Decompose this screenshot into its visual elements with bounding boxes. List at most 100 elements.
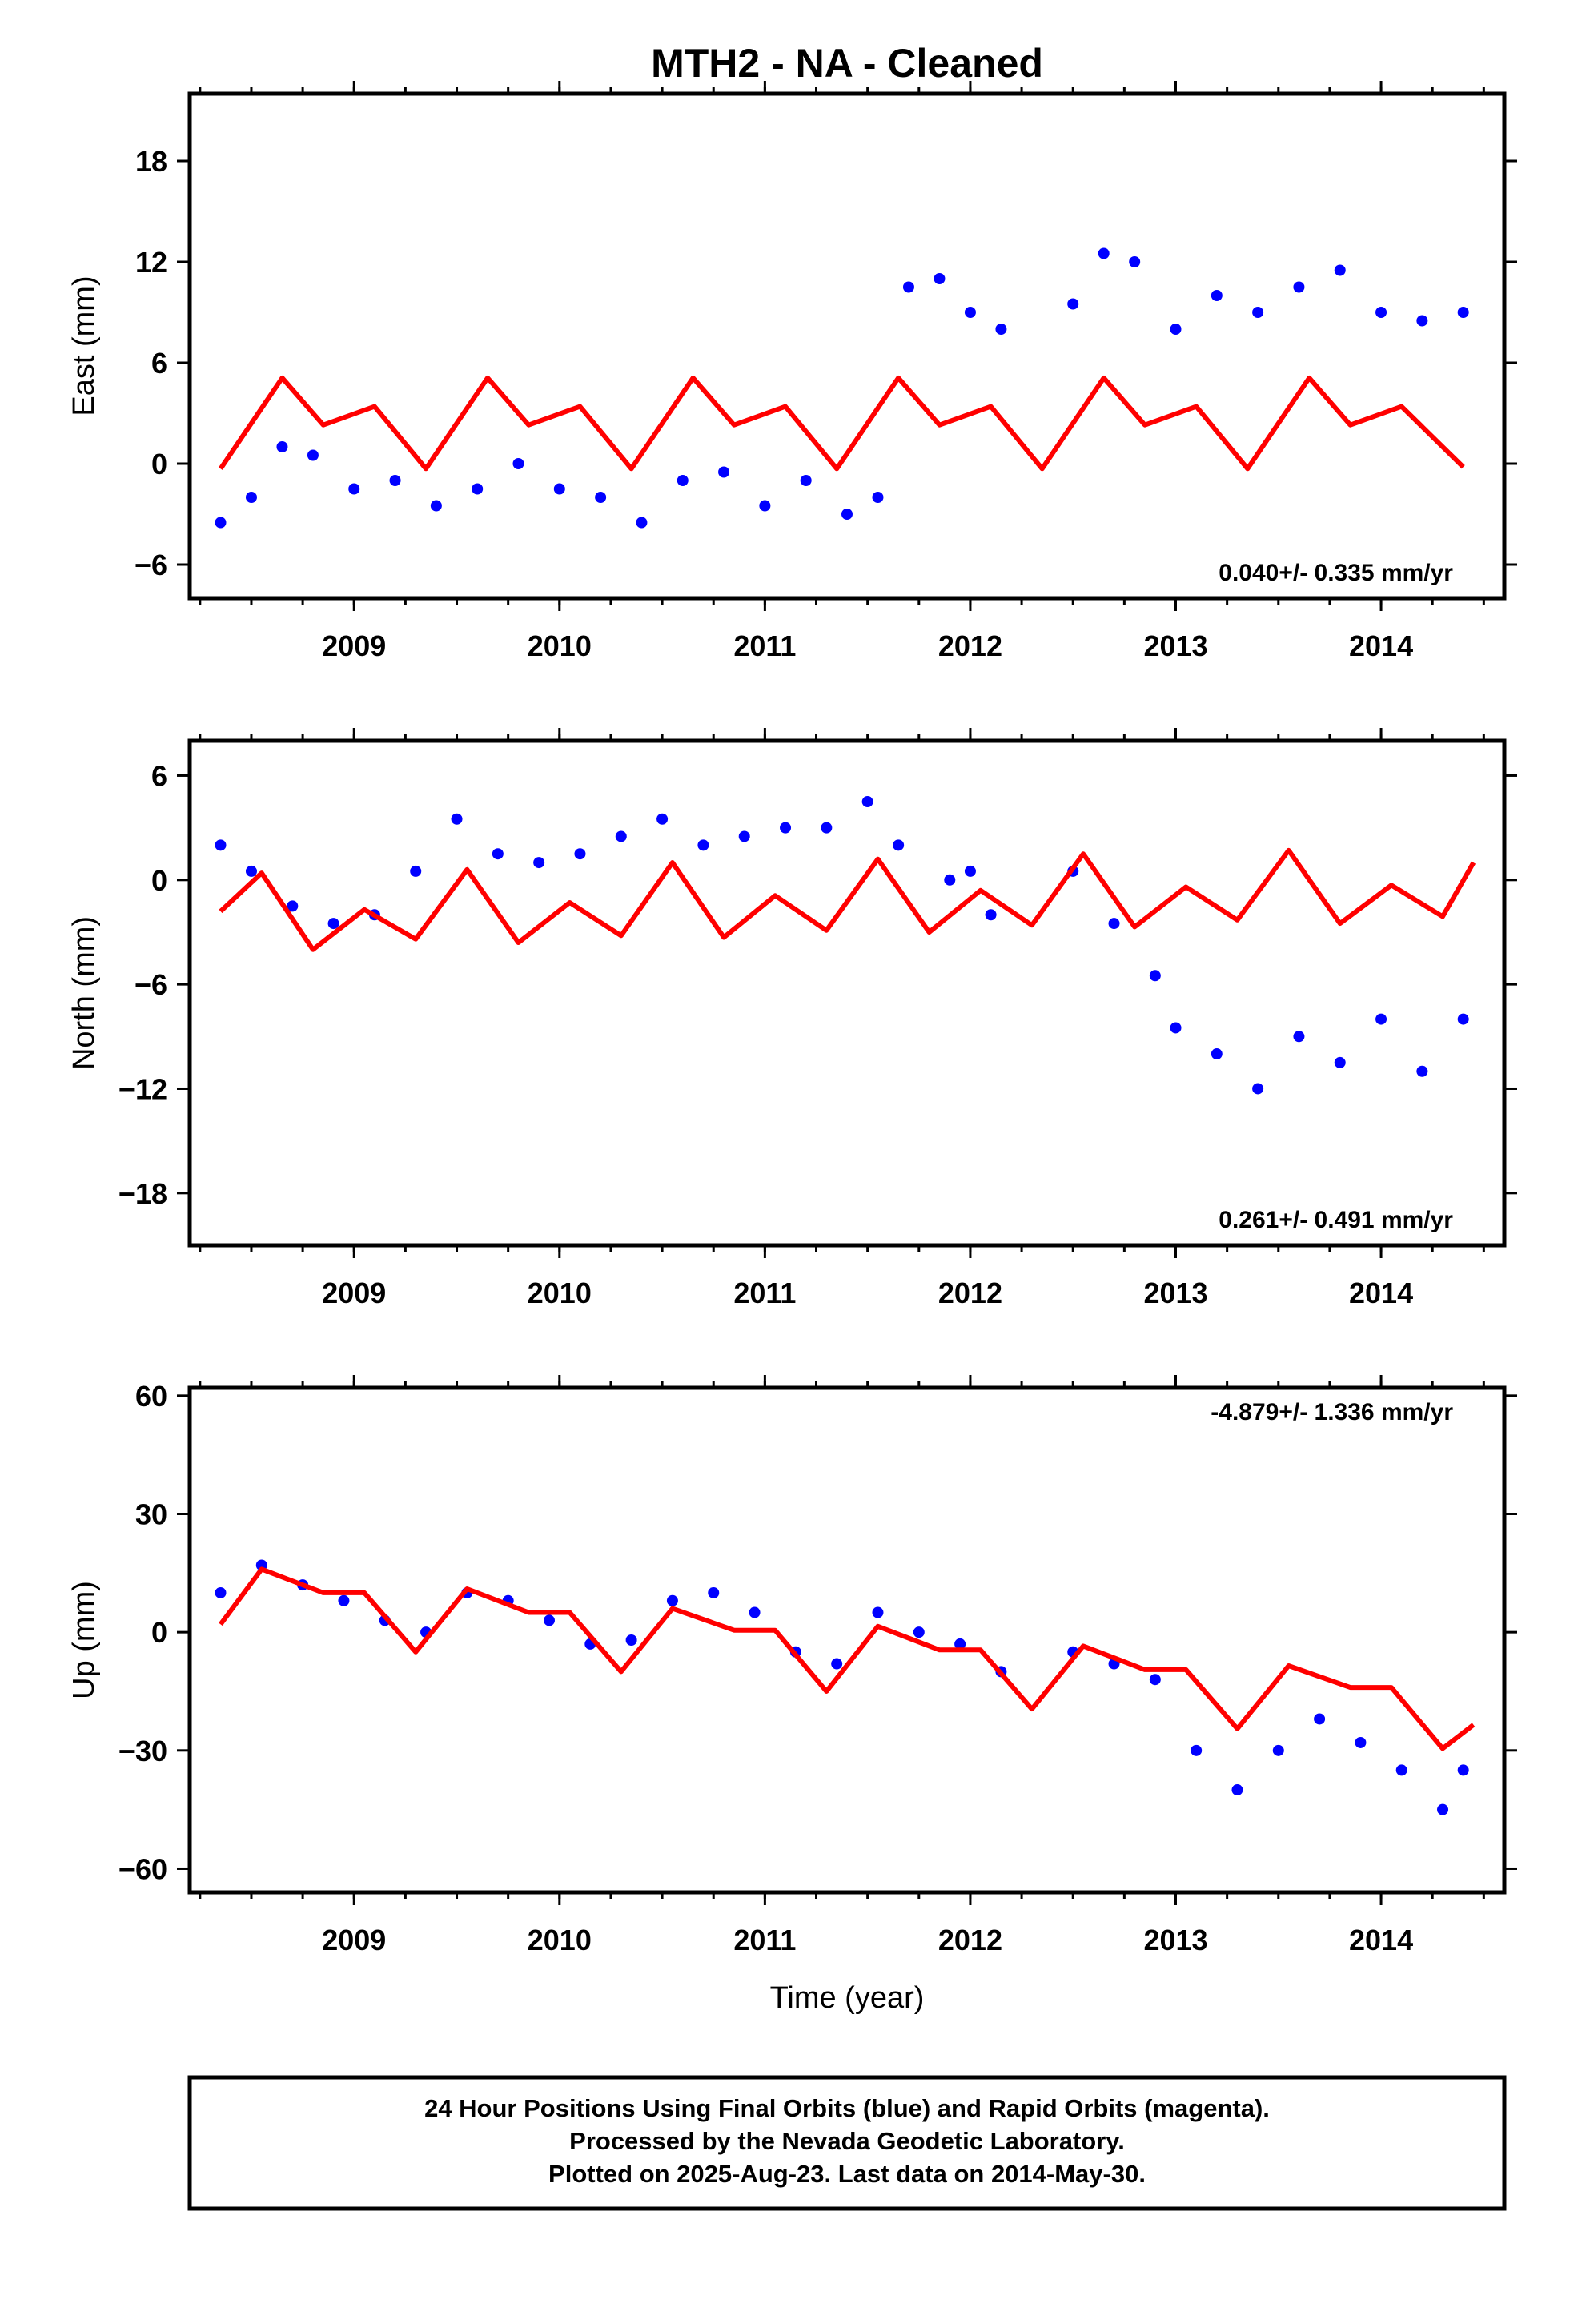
east-obs-point bbox=[902, 281, 914, 293]
north-obs-point bbox=[985, 909, 997, 921]
up-obs-point bbox=[1272, 1744, 1284, 1756]
east-obs-point bbox=[1457, 307, 1469, 318]
up-x-tick-label: 2009 bbox=[322, 1924, 386, 1956]
up-obs-point bbox=[954, 1638, 966, 1650]
up-model-line bbox=[219, 1566, 1476, 1751]
north-obs-point bbox=[574, 848, 586, 860]
up-obs-point bbox=[749, 1606, 761, 1618]
north-obs-point bbox=[533, 857, 545, 869]
north-obs-point bbox=[327, 918, 339, 930]
east-obs-point bbox=[841, 509, 853, 520]
up-x-tick-label: 2011 bbox=[733, 1924, 796, 1956]
up-obs-point bbox=[1231, 1784, 1243, 1796]
footer-line-3: Plotted on 2025-Aug-23. Last data on 201… bbox=[548, 2160, 1146, 2188]
up-x-tick-label: 2012 bbox=[938, 1924, 1002, 1956]
up-obs-point bbox=[215, 1586, 227, 1598]
east-obs-point bbox=[1170, 324, 1182, 335]
east-obs-point bbox=[472, 483, 484, 495]
east-obs-point bbox=[718, 466, 730, 478]
east-obs-point bbox=[245, 492, 257, 503]
up-x-tick-label: 2014 bbox=[1349, 1924, 1413, 1956]
east-obs-point bbox=[389, 475, 401, 486]
north-obs-point bbox=[615, 830, 627, 842]
panel-east: 2009 2010 2011 2012 2013 2014 −6 0 6 12 18 East (mm… bbox=[67, 81, 1517, 662]
east-obs-point bbox=[348, 483, 360, 495]
east-x-tick-label: 2014 bbox=[1349, 629, 1413, 662]
north-obs-point bbox=[697, 839, 709, 851]
north-obs-point bbox=[215, 839, 227, 851]
east-model-line bbox=[219, 375, 1465, 472]
east-obs-point bbox=[1293, 281, 1305, 293]
footer-box bbox=[187, 2075, 1507, 2211]
north-obs-point bbox=[1211, 1048, 1223, 1060]
north-obs-point bbox=[861, 796, 873, 808]
north-obs-point bbox=[1416, 1065, 1428, 1077]
up-frame bbox=[187, 1385, 1507, 1895]
up-y-tick-label: −60 bbox=[118, 1852, 167, 1885]
north-obs-point bbox=[451, 813, 463, 825]
up-obs-point bbox=[831, 1658, 843, 1670]
up-obs-point bbox=[1395, 1764, 1407, 1776]
north-obs-point bbox=[656, 813, 669, 825]
north-rate-label: 0.261+/- 0.491 mm/yr bbox=[1219, 1207, 1453, 1233]
up-y-axis-label: Up (mm) bbox=[67, 1581, 101, 1699]
north-obs-point bbox=[1108, 918, 1120, 930]
north-obs-point bbox=[893, 839, 905, 851]
north-obs-point bbox=[1457, 1013, 1469, 1025]
up-obs-point bbox=[913, 1626, 925, 1638]
east-obs-point bbox=[1098, 247, 1110, 259]
up-y-tick-label: −30 bbox=[118, 1735, 167, 1767]
north-obs-point bbox=[287, 900, 299, 912]
east-obs-point bbox=[430, 500, 442, 512]
east-y-tick-label: 0 bbox=[151, 448, 167, 480]
north-obs-point bbox=[738, 830, 750, 842]
north-obs-point bbox=[964, 865, 976, 877]
north-obs-point bbox=[492, 848, 504, 860]
up-y-tick-label: 0 bbox=[151, 1616, 167, 1649]
north-x-tick-label: 2010 bbox=[528, 1277, 592, 1309]
up-obs-point bbox=[708, 1586, 720, 1598]
east-x-tick-label: 2013 bbox=[1143, 629, 1207, 662]
north-obs-point bbox=[944, 874, 956, 886]
up-obs-point bbox=[625, 1634, 637, 1646]
east-obs-point bbox=[1375, 307, 1387, 318]
up-obs-point bbox=[543, 1614, 555, 1626]
east-obs-point bbox=[872, 492, 884, 503]
east-obs-point bbox=[934, 273, 946, 284]
east-y-tick-label: 12 bbox=[135, 246, 167, 279]
north-y-tick-label: 6 bbox=[151, 759, 167, 792]
east-obs-point bbox=[1252, 307, 1264, 318]
up-obs-point bbox=[872, 1606, 884, 1618]
north-x-tick-label: 2012 bbox=[938, 1277, 1002, 1309]
up-obs-point bbox=[1355, 1736, 1367, 1748]
north-obs-point bbox=[1170, 1022, 1182, 1034]
up-obs-point bbox=[1314, 1713, 1326, 1725]
east-frame bbox=[187, 91, 1507, 601]
north-obs-point bbox=[1252, 1083, 1264, 1095]
east-obs-point bbox=[1334, 264, 1346, 276]
east-y-tick-label: 18 bbox=[135, 145, 167, 178]
east-x-tick-label: 2011 bbox=[733, 629, 796, 662]
east-obs-point bbox=[276, 441, 288, 452]
east-obs-point bbox=[512, 458, 524, 469]
east-x-tick-label: 2012 bbox=[938, 629, 1002, 662]
up-y-tick-label: 60 bbox=[135, 1380, 167, 1413]
east-y-axis-label: East (mm) bbox=[67, 275, 101, 416]
north-obs-point bbox=[1293, 1031, 1305, 1043]
north-y-tick-label: −6 bbox=[135, 968, 167, 1001]
north-obs-point bbox=[245, 865, 257, 877]
east-obs-point bbox=[553, 483, 565, 495]
up-y-tick-label: 30 bbox=[135, 1498, 167, 1531]
east-obs-point bbox=[636, 517, 648, 529]
up-x-tick-label: 2013 bbox=[1143, 1924, 1207, 1956]
east-y-tick-label: −6 bbox=[135, 549, 167, 581]
north-y-tick-label: −12 bbox=[118, 1072, 167, 1105]
up-x-axis-label: Time (year) bbox=[770, 1981, 925, 2015]
east-x-tick-label: 2010 bbox=[528, 629, 592, 662]
panel-north: 2009 2010 2011 2012 2013 2014 −18 −12 −6 0 6 North … bbox=[67, 728, 1517, 1309]
up-obs-point bbox=[1149, 1674, 1161, 1686]
north-y-tick-label: −18 bbox=[118, 1177, 167, 1210]
footer-line-2: Processed by the Nevada Geodetic Laborat… bbox=[569, 2127, 1125, 2155]
east-obs-point bbox=[1416, 315, 1428, 327]
